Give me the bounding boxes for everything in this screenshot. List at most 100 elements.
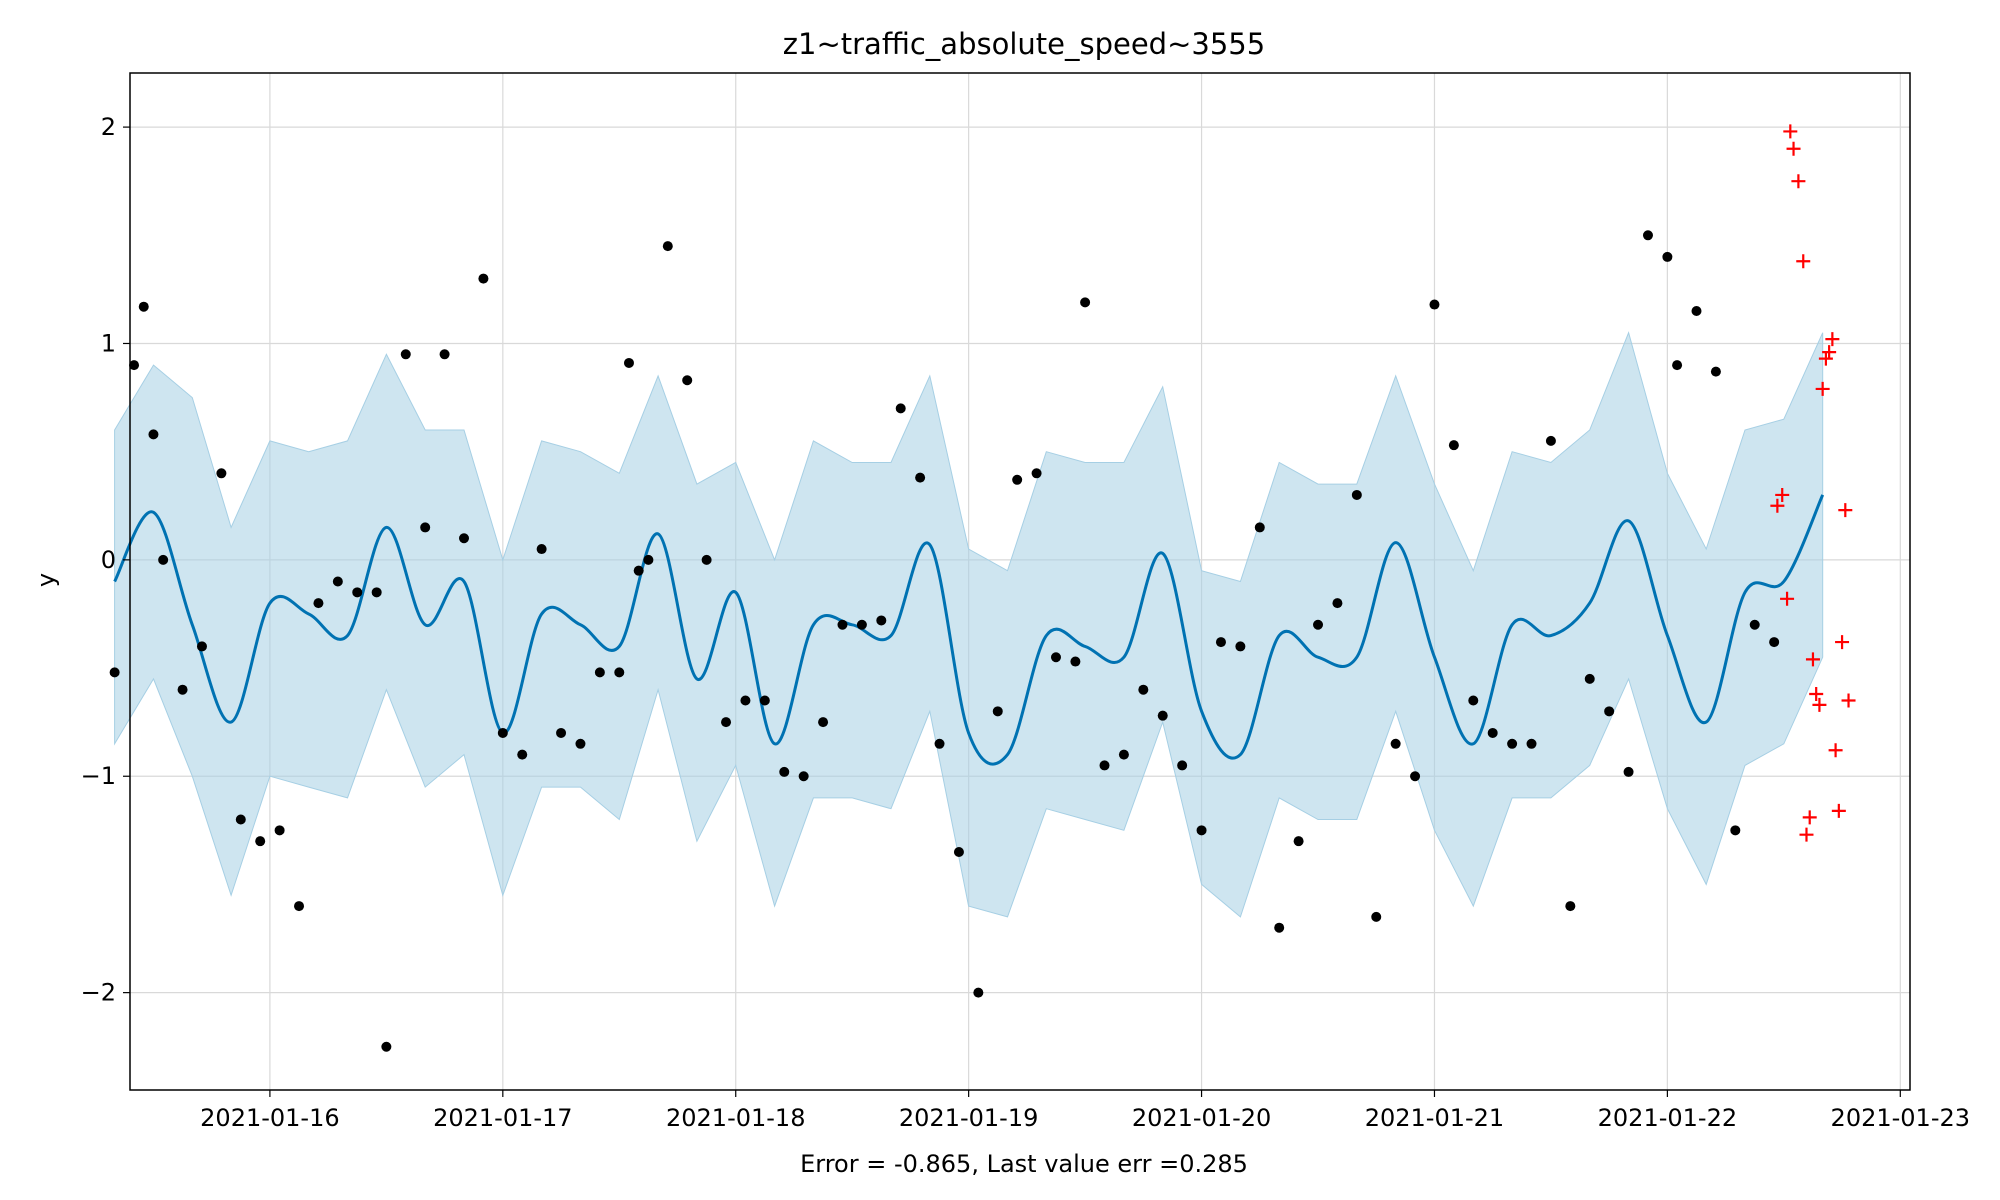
forecast-line xyxy=(113,494,1825,766)
observed-point xyxy=(643,554,654,565)
holdout-point xyxy=(1828,743,1843,758)
observed-point xyxy=(1177,760,1188,771)
holdout-point xyxy=(1783,124,1798,139)
holdout-point xyxy=(1831,803,1846,818)
observed-point xyxy=(1138,684,1149,695)
observed-point xyxy=(1410,771,1421,782)
observed-point xyxy=(1031,468,1042,479)
observed-point xyxy=(1448,440,1459,451)
holdout-point xyxy=(1786,141,1801,156)
observed-point xyxy=(953,846,964,857)
observed-point xyxy=(420,522,431,533)
observed-point xyxy=(439,349,450,360)
observed-point xyxy=(662,241,673,252)
observed-point xyxy=(973,987,984,998)
observed-point xyxy=(138,301,149,312)
holdout-point xyxy=(1818,351,1833,366)
observed-point xyxy=(1584,673,1595,684)
observed-point xyxy=(459,533,470,544)
observed-point xyxy=(1118,749,1129,760)
observed-point xyxy=(478,273,489,284)
observed-point xyxy=(332,576,343,587)
observed-point xyxy=(1313,619,1324,630)
observed-point xyxy=(614,667,625,678)
observed-point xyxy=(216,468,227,479)
observed-point xyxy=(1468,695,1479,706)
observed-point xyxy=(575,738,586,749)
holdout-point xyxy=(1791,174,1806,189)
holdout-point xyxy=(1825,332,1840,347)
y-axis-ticks: −2 −1 0 1 2 xyxy=(81,113,130,1007)
observed-point xyxy=(1429,299,1440,310)
observed-point xyxy=(701,554,712,565)
observed-point xyxy=(1710,366,1721,377)
observed-point xyxy=(1545,435,1556,446)
observed-point xyxy=(759,695,770,706)
observed-point xyxy=(1487,727,1498,738)
observed-point xyxy=(1691,306,1702,317)
observed-point xyxy=(1215,637,1226,648)
holdout-point xyxy=(1815,381,1830,396)
observed-point xyxy=(517,749,528,760)
observed-point xyxy=(1254,522,1265,533)
observed-point xyxy=(313,598,324,609)
holdout-point xyxy=(1780,591,1795,606)
x-axis-ticks: 2021-01-16 2021-01-17 2021-01-18 2021-01-19… xyxy=(200,1090,1970,1132)
observed-point xyxy=(1332,598,1343,609)
observed-point xyxy=(196,641,207,652)
observed-point xyxy=(497,727,508,738)
observed-point xyxy=(915,472,926,483)
holdout-point xyxy=(1770,498,1785,513)
observed-point xyxy=(992,706,1003,717)
holdout-point xyxy=(1802,810,1817,825)
x-tick-label: 2021-01-18 xyxy=(666,1104,805,1132)
y-tick-label: −2 xyxy=(81,979,116,1007)
observed-point xyxy=(623,357,634,368)
observed-point xyxy=(109,667,120,678)
x-tick-label: 2021-01-22 xyxy=(1598,1104,1737,1132)
holdout-point xyxy=(1841,693,1856,708)
observed-point xyxy=(274,825,285,836)
observed-point xyxy=(371,587,382,598)
observed-point xyxy=(1730,825,1741,836)
x-tick-label: 2021-01-23 xyxy=(1831,1104,1970,1132)
observed-point xyxy=(837,619,848,630)
forecast-line-layer xyxy=(113,494,1825,766)
holdout-point xyxy=(1775,487,1790,502)
observed-point xyxy=(779,766,790,777)
observed-point xyxy=(895,403,906,414)
observed-point xyxy=(1642,230,1653,241)
observed-point xyxy=(1070,656,1081,667)
holdout-point xyxy=(1822,345,1837,360)
observed-point xyxy=(1050,652,1061,663)
holdout-point xyxy=(1799,827,1814,842)
observed-point xyxy=(536,544,547,555)
y-axis-label: y xyxy=(32,573,60,587)
plot-frame xyxy=(129,72,1911,1091)
observed-point xyxy=(934,738,945,749)
y-tick-label: 2 xyxy=(101,113,116,141)
observed-point xyxy=(294,901,305,912)
holdout-point xyxy=(1796,254,1811,269)
observed-point xyxy=(1662,251,1673,262)
x-tick-label: 2021-01-17 xyxy=(433,1104,572,1132)
observed-point xyxy=(798,771,809,782)
y-tick-label: −1 xyxy=(81,762,116,790)
x-axis-label: Error = -0.865, Last value err =0.285 xyxy=(800,1150,1248,1178)
observed-point xyxy=(1526,738,1537,749)
observed-point xyxy=(1390,738,1401,749)
observed-point xyxy=(1099,760,1110,771)
observed-point xyxy=(818,717,829,728)
holdout-point xyxy=(1835,635,1850,650)
observed-point xyxy=(633,565,644,576)
observed-point xyxy=(235,814,246,825)
observed-point xyxy=(381,1041,392,1052)
holdout-point xyxy=(1805,652,1820,667)
observed-point xyxy=(1235,641,1246,652)
observed-point xyxy=(721,717,732,728)
observed-point xyxy=(1274,922,1285,933)
observed-point xyxy=(158,554,169,565)
observed-point xyxy=(1012,474,1023,485)
observed-point xyxy=(1565,901,1576,912)
observed-point xyxy=(1080,297,1091,308)
